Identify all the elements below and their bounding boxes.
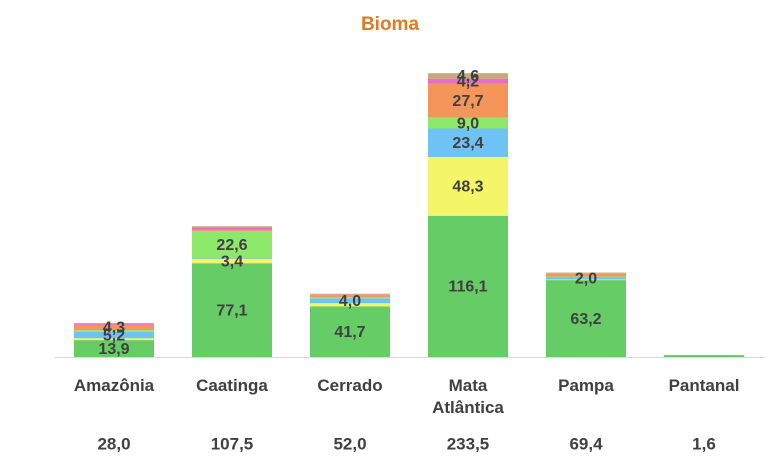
total-label: 233,5 <box>447 434 490 453</box>
bar-segment <box>546 276 626 278</box>
x-tick-label: Amazônia <box>73 376 155 395</box>
value-label: 116,1 <box>448 279 487 296</box>
value-label: 4,6 <box>457 68 479 85</box>
bar-segment <box>192 230 272 259</box>
bar-segment <box>310 297 390 299</box>
bar-segment <box>310 294 390 296</box>
value-label: 63,2 <box>570 311 601 328</box>
bar-segment <box>428 215 508 357</box>
value-label: 23,4 <box>452 135 483 152</box>
bar-segment <box>428 128 508 157</box>
value-label: 41,7 <box>334 324 365 341</box>
bar-segment <box>310 306 390 357</box>
bar-segment <box>546 277 626 280</box>
x-tick-label: Cerrado <box>317 376 383 395</box>
bar-segment <box>192 258 272 260</box>
x-tick-label: Mata Atlântica <box>432 376 504 417</box>
total-label: 1,6 <box>692 434 716 453</box>
bar-segment <box>310 298 390 304</box>
bar-segment <box>546 273 626 277</box>
total-label: 69,4 <box>569 434 603 453</box>
bar-segment <box>428 83 508 118</box>
bar-segment <box>192 227 272 231</box>
value-label: 4,2 <box>457 74 479 91</box>
value-label: 4,0 <box>339 293 361 310</box>
bar-segment <box>192 230 272 231</box>
bar-segment <box>192 259 272 264</box>
value-label: 3,4 <box>221 253 243 270</box>
bar-segment <box>664 355 744 357</box>
value-label: 27,7 <box>452 93 483 110</box>
x-tick-label: Caatinga <box>196 376 268 395</box>
bar-segment <box>74 322 154 324</box>
bar-segment <box>192 226 272 228</box>
bar-segment <box>428 78 508 84</box>
value-label: 13,9 <box>98 341 129 358</box>
bar-segment <box>74 330 154 332</box>
value-label: 22,6 <box>216 237 247 254</box>
value-label: 9,0 <box>457 115 479 132</box>
bar-segment <box>546 272 626 274</box>
value-label: 77,1 <box>216 302 247 319</box>
value-label: 5,2 <box>103 327 125 344</box>
bar-segment <box>74 324 154 331</box>
bar-segment <box>310 303 390 307</box>
chart-title: Bioma <box>361 14 420 35</box>
total-label: 28,0 <box>97 434 130 453</box>
bar-segment <box>546 280 626 357</box>
bar-segment <box>310 295 390 298</box>
bar-segment <box>546 279 626 281</box>
total-label: 107,5 <box>211 434 254 453</box>
total-label: 52,0 <box>333 434 366 453</box>
x-tick-label: Pampa <box>558 376 614 395</box>
value-label: 48,3 <box>452 179 483 196</box>
bar-segment <box>192 263 272 357</box>
bar-segment <box>74 331 154 339</box>
value-label: 2,0 <box>575 271 597 288</box>
x-tick-label: Pantanal <box>668 376 740 395</box>
bar-segment <box>74 340 154 357</box>
bar-segment <box>428 73 508 79</box>
bar-segment <box>428 156 508 216</box>
value-label: 4,3 <box>103 320 125 337</box>
bar-segment <box>74 323 154 325</box>
bar-segment <box>74 338 154 341</box>
bar-segment <box>310 293 390 295</box>
bar-segment <box>428 117 508 129</box>
